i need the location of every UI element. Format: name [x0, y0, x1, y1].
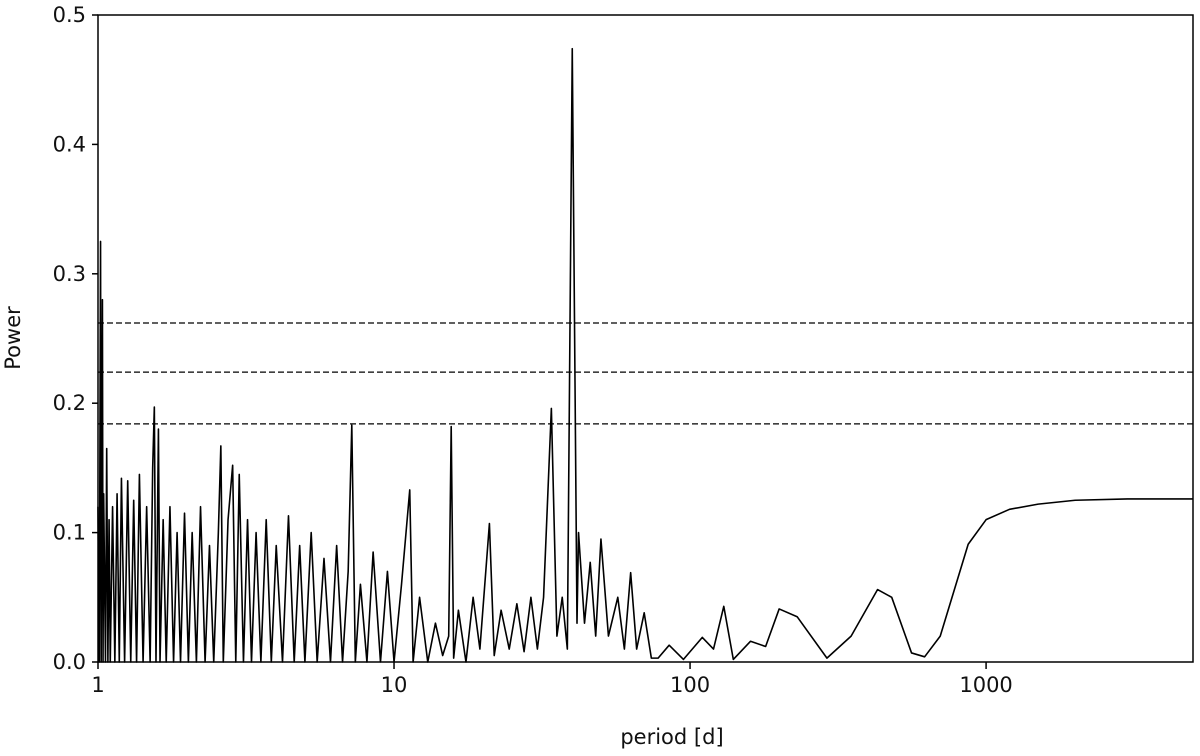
y-tick-label: 0.0: [53, 650, 86, 674]
y-tick-label: 0.2: [53, 391, 86, 415]
x-tick-label: 1000: [959, 673, 1012, 697]
x-axis-label: period [d]: [620, 725, 723, 749]
y-tick-label: 0.5: [53, 3, 86, 27]
y-axis-label: Power: [1, 306, 25, 370]
y-tick-label: 0.3: [53, 262, 86, 286]
plot-frame: [97, 14, 1194, 663]
y-tick-label: 0.4: [53, 132, 86, 156]
x-tick-label: 1: [91, 673, 104, 697]
x-tick-label: 100: [670, 673, 710, 697]
y-tick-label: 0.1: [53, 521, 86, 545]
series-line: [97, 47, 1193, 663]
x-tick-label: 10: [381, 673, 408, 697]
